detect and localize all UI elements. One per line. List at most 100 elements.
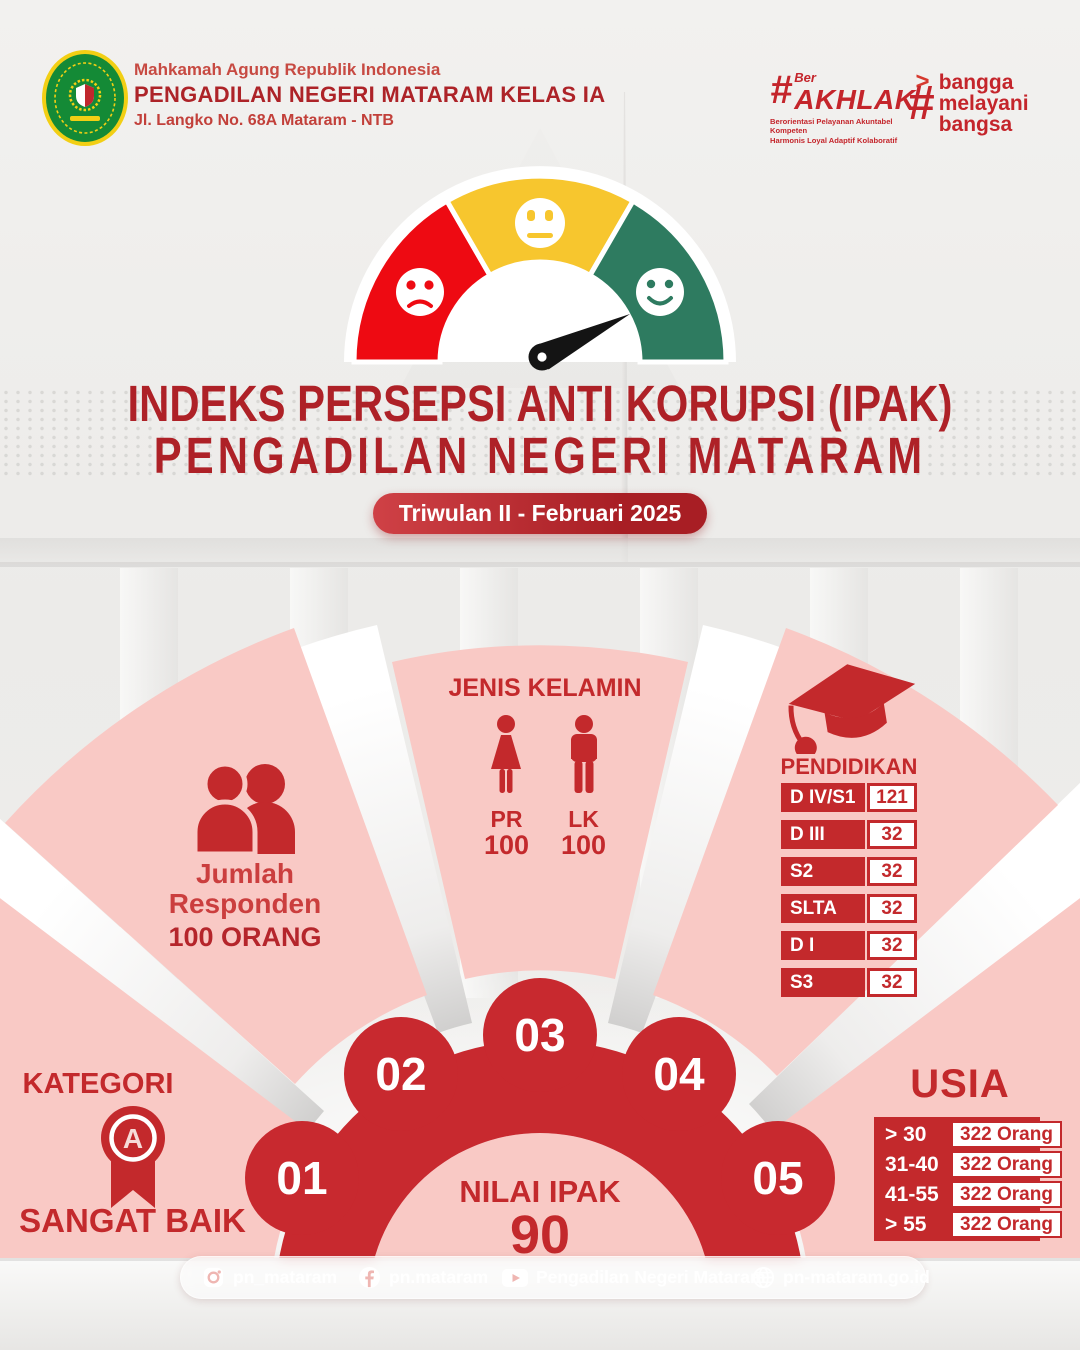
age-row-value: 322 Orang — [951, 1181, 1062, 1208]
bangga-word1: bangga — [938, 71, 1014, 94]
facebook-handle: pn.mataram — [389, 1267, 489, 1287]
website-link[interactable]: pn-mataram.go.id — [752, 1256, 930, 1299]
wedge-responden — [5, 628, 427, 1084]
age-row: 31-40 322 Orang — [874, 1151, 1074, 1178]
berakhlak-tagline-1: Berorientasi Pelayanan Akuntabel Kompete… — [770, 117, 893, 136]
building-roofline — [0, 538, 1080, 564]
female-icon — [491, 715, 522, 793]
ipak-score-value: 90 — [510, 1205, 570, 1265]
org-name: PENGADILAN NEGERI MATARAM KELAS IA — [134, 82, 606, 107]
roof-tile-texture — [0, 388, 1080, 476]
youtube-icon — [502, 1268, 528, 1287]
age-row-label: 41-55 — [885, 1183, 939, 1206]
education-row-value: 32 — [867, 820, 917, 849]
period-badge: Triwulan II - Februari 2025 — [372, 492, 708, 534]
wedge-jenis-kelamin — [392, 645, 688, 979]
step-number-3: 03 — [514, 1009, 565, 1061]
graduation-cap-icon — [788, 664, 916, 754]
education-row-value: 32 — [867, 968, 917, 997]
education-row-label: D I — [781, 931, 865, 960]
step-circle-03 — [483, 978, 597, 1092]
step-circle-05 — [721, 1121, 835, 1235]
wedge-kategori — [0, 898, 324, 1305]
step-number-4: 04 — [653, 1048, 705, 1100]
youtube-link[interactable]: Pengadilan Negeri Mataram — [502, 1256, 766, 1299]
bangga-word2: melayani — [938, 92, 1029, 115]
education-row-label: S3 — [781, 968, 865, 997]
org-address: Jl. Langko No. 68A Mataram - NTB — [134, 112, 394, 129]
medal-icon: A — [101, 1106, 165, 1208]
age-row: > 55 322 Orang — [874, 1211, 1074, 1238]
org-parent: Mahkamah Agung Republik Indonesia — [134, 60, 441, 79]
website-url: pn-mataram.go.id — [783, 1267, 930, 1287]
step-number-2: 02 — [375, 1048, 426, 1100]
education-row: S3 32 — [781, 968, 917, 997]
step-circle-02 — [344, 1017, 458, 1131]
education-row-value: 121 — [867, 783, 917, 812]
male-icon — [570, 715, 597, 793]
bangga-word3: bangsa — [938, 113, 1013, 136]
happy-face-icon — [636, 268, 684, 316]
org-header: Mahkamah Agung Republik Indonesia PENGAD… — [134, 60, 605, 130]
category-grade: A — [123, 1123, 143, 1154]
education-row: D III 32 — [781, 820, 917, 849]
respondents-label-1: Jumlah — [195, 858, 295, 889]
education-row: D I 32 — [781, 931, 917, 960]
age-row-value: 322 Orang — [951, 1151, 1062, 1178]
male-value: 100 — [561, 830, 607, 860]
education-title: PENDIDIKAN — [780, 754, 918, 779]
female-value: 100 — [483, 830, 529, 860]
poster-title: INDEKS PERSEPSI ANTI KORUPSI (IPAK) PENG… — [0, 378, 1080, 534]
arrow-icon: > — [915, 68, 930, 95]
facebook-icon — [358, 1266, 381, 1289]
instagram-link[interactable]: pn_mataram — [202, 1256, 337, 1299]
neutral-face-icon — [515, 198, 565, 248]
category-title: KATEGORI — [22, 1068, 174, 1100]
age-row-label: > 30 — [885, 1123, 927, 1146]
people-icon — [192, 761, 295, 857]
ipak-score-label: NILAI IPAK — [459, 1174, 621, 1209]
female-label: PR — [490, 806, 523, 832]
education-row-label: SLTA — [781, 894, 865, 923]
globe-icon — [752, 1266, 775, 1289]
berakhlak-tagline-2: Harmonis Loyal Adaptif Kolaboratif — [770, 135, 898, 145]
education-row-value: 32 — [867, 894, 917, 923]
step-circle-04 — [622, 1017, 736, 1131]
gender-section: JENIS KELAMIN PR 100 — [420, 674, 670, 861]
gender-female: PR 100 — [484, 715, 529, 861]
respondents-section: Jumlah Responden 100 ORANG — [160, 761, 330, 953]
education-row-label: S2 — [781, 857, 865, 886]
age-row: 41-55 322 Orang — [874, 1181, 1074, 1208]
berakhlak-ber: Ber — [794, 70, 816, 85]
male-label: LK — [568, 806, 599, 832]
hash-icon: # — [908, 77, 935, 130]
category-value: SANGAT BAIK — [19, 1202, 246, 1239]
wedge-pendidikan — [653, 628, 1058, 1076]
berakhlak-logo: # Ber AKHLAK > Berorientasi Pelayanan Ak… — [770, 70, 929, 145]
education-row-label: D III — [781, 820, 865, 849]
step-number-1: 01 — [276, 1152, 327, 1204]
age-row-value: 322 Orang — [951, 1211, 1062, 1238]
education-row-label: D IV/S1 — [781, 783, 865, 812]
education-row: S2 32 — [781, 857, 917, 886]
respondents-value: 100 ORANG — [168, 922, 322, 953]
age-row-value: 322 Orang — [951, 1121, 1062, 1148]
gauge-needle — [528, 314, 630, 371]
age-row-label: > 55 — [885, 1213, 927, 1236]
sad-face-icon — [396, 268, 444, 316]
bangga-melayani-bangsa-logo: # bangga melayani bangsa — [908, 72, 1029, 135]
gender-title: JENIS KELAMIN — [448, 674, 642, 702]
step-number-5: 05 — [752, 1152, 803, 1204]
respondents-label-2: Responden — [168, 888, 322, 920]
ipak-arch — [245, 978, 835, 1305]
age-row: > 30 322 Orang — [874, 1121, 1074, 1148]
age-title: USIA — [910, 1062, 1010, 1106]
instagram-handle: pn_mataram — [233, 1267, 338, 1287]
education-row: D IV/S1 121 — [781, 783, 917, 812]
social-bar: pn_mataram pn.mataram Pengadilan Negeri … — [180, 1256, 930, 1299]
satisfaction-gauge — [344, 166, 736, 371]
gender-male: LK 100 — [561, 715, 606, 861]
instagram-icon — [203, 1267, 224, 1288]
facebook-link[interactable]: pn.mataram — [358, 1256, 488, 1299]
